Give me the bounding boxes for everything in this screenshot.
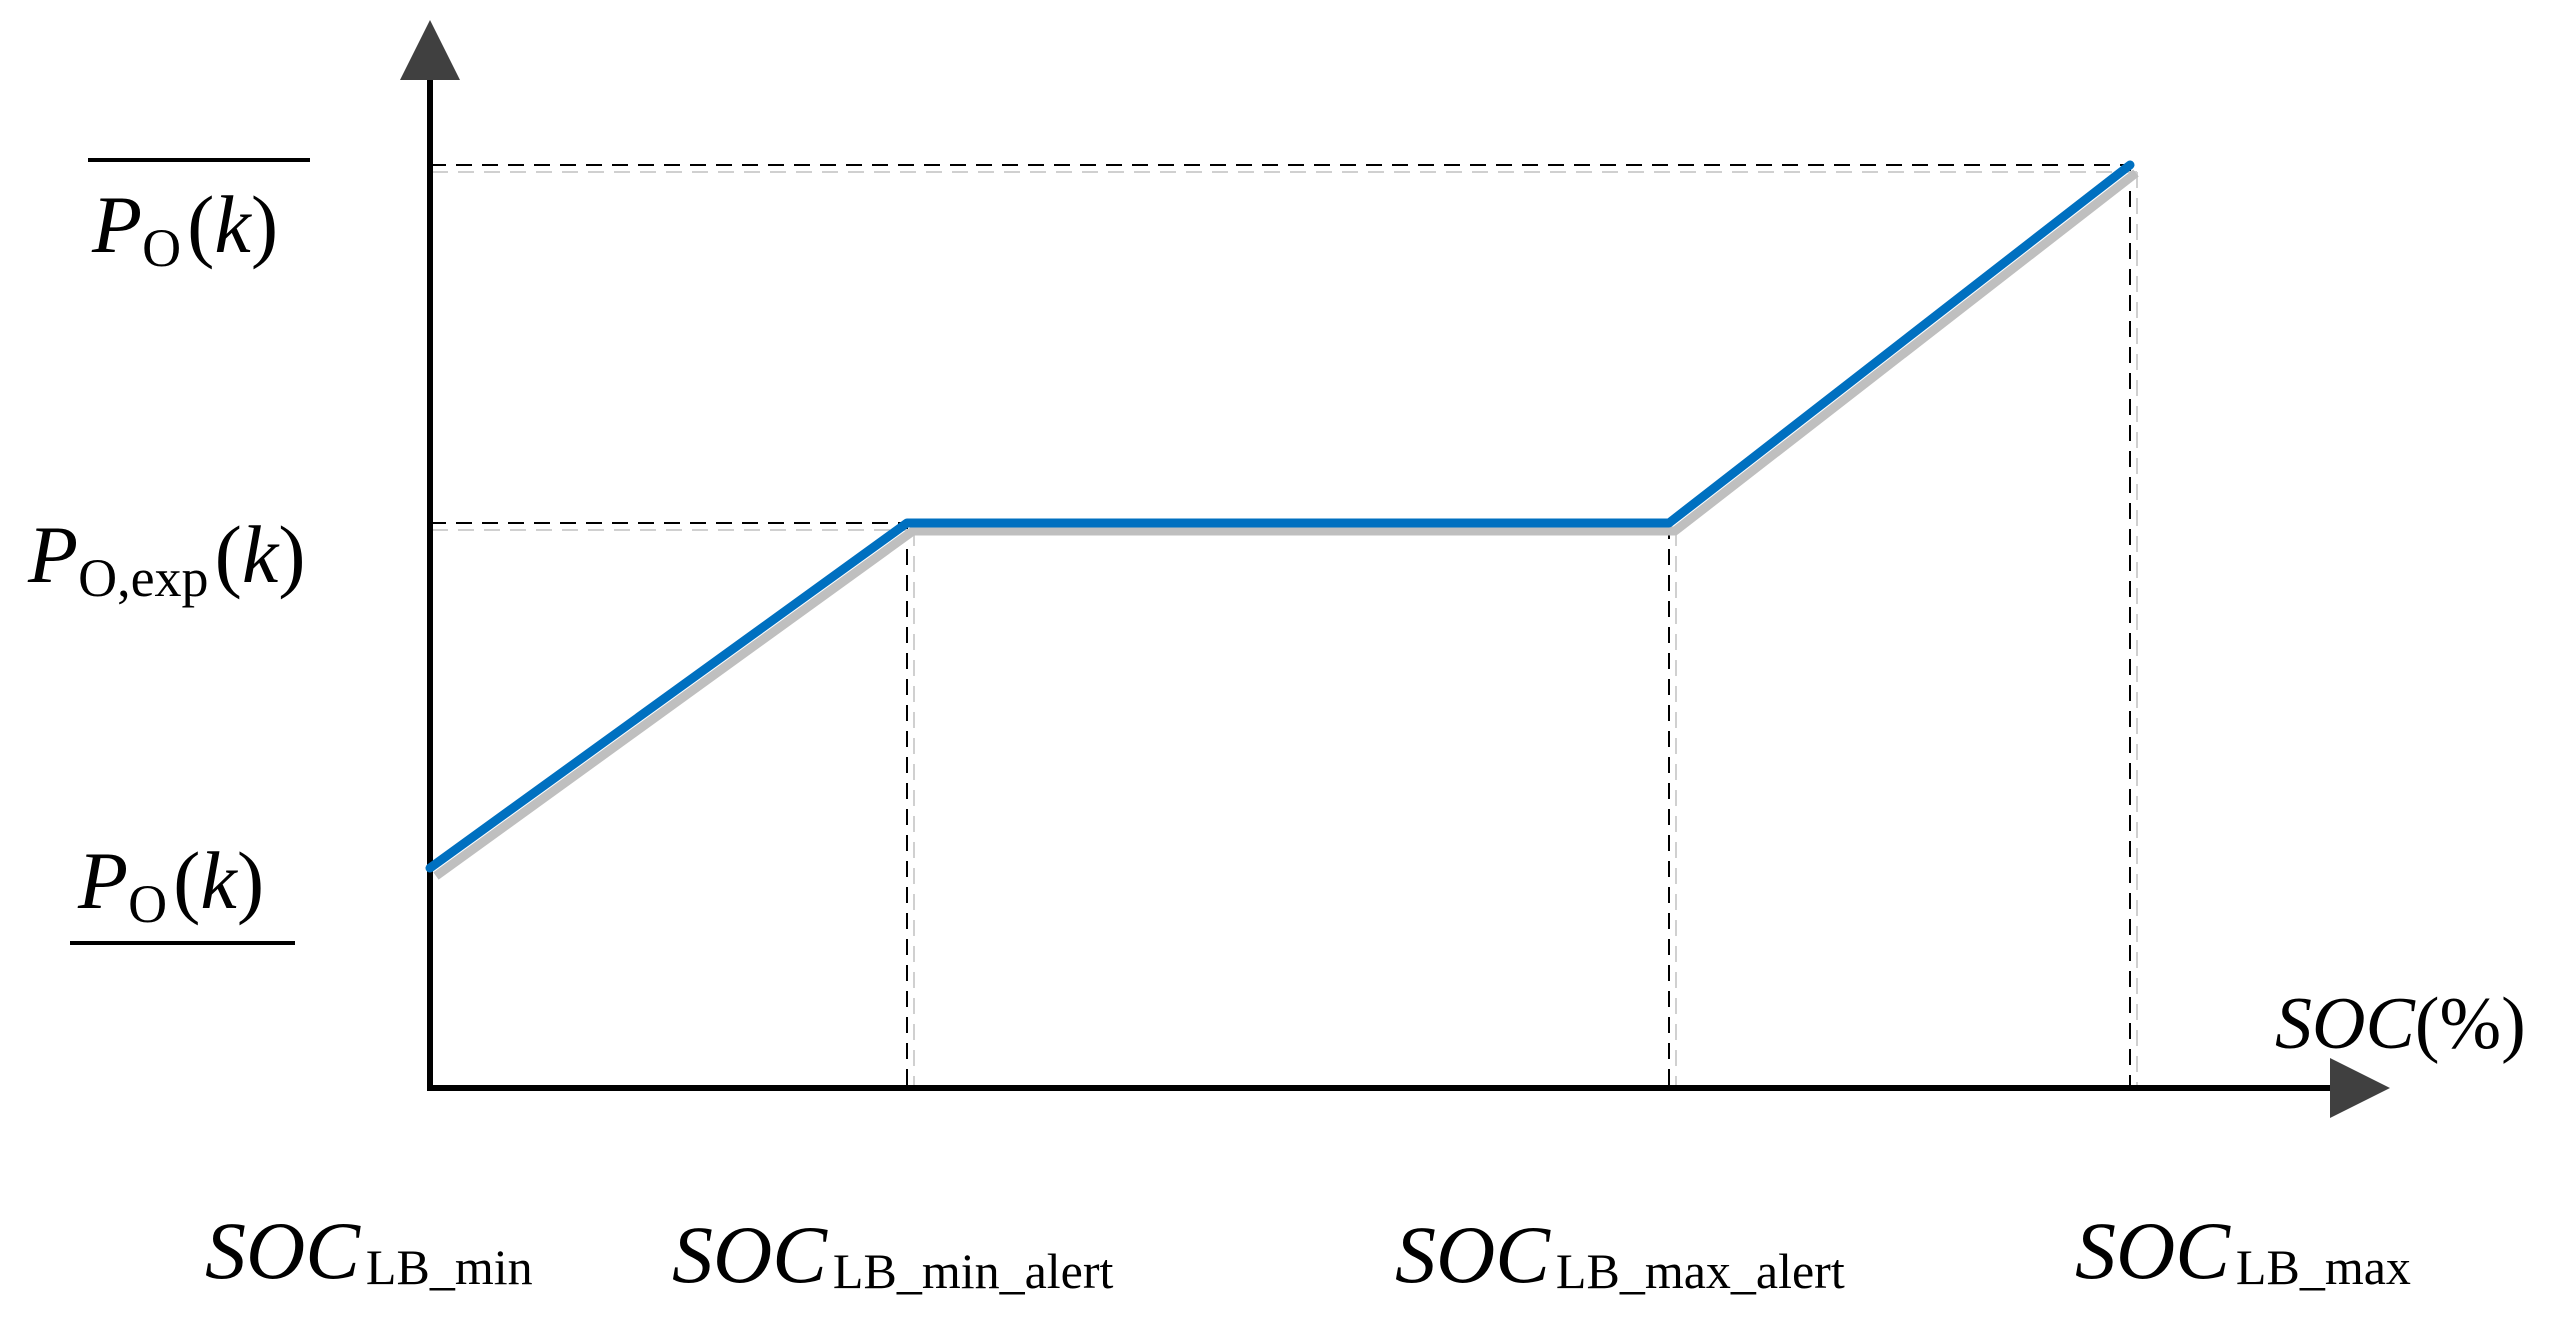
curve-shadow <box>433 169 2139 880</box>
x-label-lb-min-alert: SOC LB_min_alert <box>672 1209 1114 1300</box>
x-label-lb-min: SOC LB_min <box>205 1205 533 1296</box>
guide-lines <box>430 164 2131 1088</box>
y-label-lower: PO(k) <box>70 835 295 945</box>
svg-text:PO(k): PO(k) <box>91 179 278 278</box>
svg-text:SOC(%): SOC(%) <box>2275 983 2526 1065</box>
svg-text:PO(k): PO(k) <box>77 835 264 934</box>
axes <box>400 20 2390 1118</box>
y-label-upper: PO(k) <box>88 158 310 278</box>
x-axis-title: SOC(%) <box>2275 983 2526 1065</box>
power-soc-curve <box>425 160 2135 873</box>
y-label-expected: PO,exp(k) <box>27 509 306 608</box>
x-label-lb-max: SOC LB_max <box>2075 1205 2411 1296</box>
guide-line-shadows <box>432 171 2138 1090</box>
svg-text:PO,exp(k): PO,exp(k) <box>27 509 306 608</box>
x-label-lb-max-alert: SOC LB_max_alert <box>1395 1209 1845 1300</box>
